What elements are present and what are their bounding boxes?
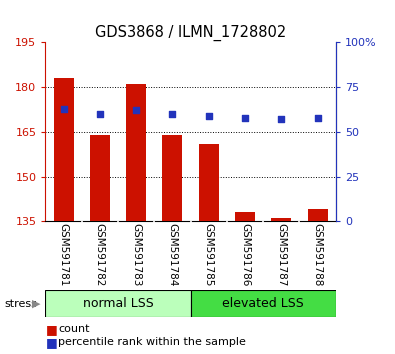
Point — [133, 108, 139, 113]
Point — [205, 113, 212, 119]
Bar — [126, 84, 146, 221]
Bar — [308, 209, 327, 221]
Bar — [45, 290, 190, 317]
Text: elevated LSS: elevated LSS — [222, 297, 304, 310]
Point — [169, 111, 176, 117]
Text: GSM591785: GSM591785 — [204, 223, 214, 287]
Point — [278, 116, 284, 122]
Text: GSM591788: GSM591788 — [312, 223, 323, 287]
Text: GSM591783: GSM591783 — [131, 223, 141, 287]
Text: stress: stress — [4, 298, 37, 309]
Point — [242, 115, 248, 120]
Text: ▶: ▶ — [32, 298, 41, 309]
Text: count: count — [58, 324, 90, 334]
Point — [97, 111, 103, 117]
Text: GSM591781: GSM591781 — [58, 223, 69, 287]
Bar — [54, 78, 73, 221]
Text: GSM591786: GSM591786 — [240, 223, 250, 287]
Text: percentile rank within the sample: percentile rank within the sample — [58, 337, 246, 347]
Point — [60, 106, 67, 112]
Bar — [162, 135, 182, 221]
Text: ■: ■ — [45, 323, 57, 336]
Text: GSM591787: GSM591787 — [276, 223, 286, 287]
Title: GDS3868 / ILMN_1728802: GDS3868 / ILMN_1728802 — [95, 25, 286, 41]
Bar — [190, 290, 336, 317]
Text: ■: ■ — [45, 336, 57, 349]
Bar — [235, 212, 255, 221]
Text: GSM591784: GSM591784 — [167, 223, 177, 287]
Bar — [90, 135, 110, 221]
Bar — [199, 144, 219, 221]
Text: GSM591782: GSM591782 — [95, 223, 105, 287]
Text: normal LSS: normal LSS — [83, 297, 153, 310]
Point — [314, 115, 321, 120]
Bar — [271, 218, 291, 221]
